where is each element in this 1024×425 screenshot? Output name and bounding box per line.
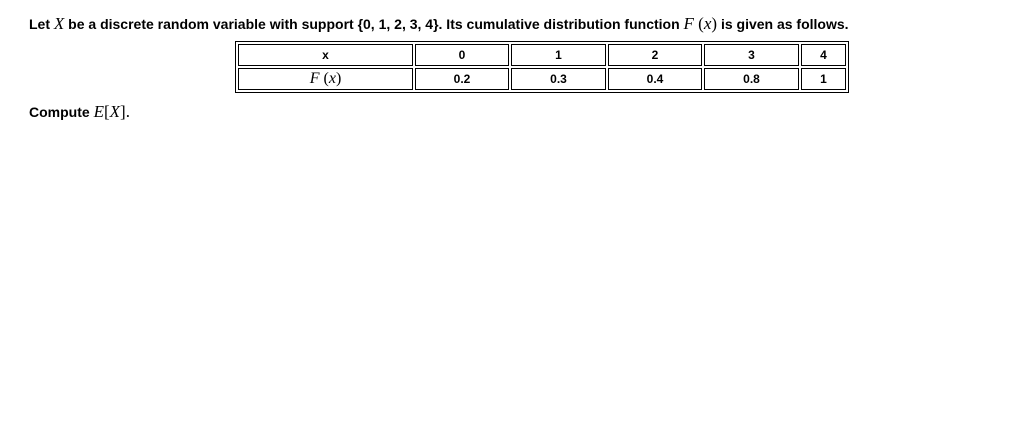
F-value-cell: 0.8 [704, 68, 799, 90]
cdf-table: x 0 1 2 3 4 F (x) 0.2 0.3 0.4 0.8 1 [235, 41, 849, 93]
F-value-cell: 0.2 [415, 68, 509, 90]
x-value-cell: 4 [801, 44, 846, 66]
x-value-cell: 3 [704, 44, 799, 66]
header-cell-Fx: F (x) [238, 68, 413, 90]
F-value-cell: 1 [801, 68, 846, 90]
variable-X: X [53, 14, 65, 33]
table-row-F: F (x) 0.2 0.3 0.4 0.8 1 [238, 68, 846, 90]
intro-text-1: Let [29, 16, 54, 32]
question-prompt: Compute E[X]. [29, 102, 130, 122]
x-value-cell: 2 [608, 44, 702, 66]
x-value-cell: 1 [511, 44, 606, 66]
F-value-cell: 0.4 [608, 68, 702, 90]
header-cell-x: x [238, 44, 413, 66]
problem-statement: Let X be a discrete random variable with… [29, 14, 849, 34]
compute-label: Compute [29, 104, 94, 120]
x-value-cell: 0 [415, 44, 509, 66]
cdf-notation: F (x) [683, 14, 718, 33]
F-value-cell: 0.3 [511, 68, 606, 90]
intro-text-3: is given as follows. [717, 16, 849, 32]
table-row-x: x 0 1 2 3 4 [238, 44, 846, 66]
intro-text-2: be a discrete random variable with suppo… [64, 16, 684, 32]
expectation-notation: E[X]. [93, 102, 130, 121]
